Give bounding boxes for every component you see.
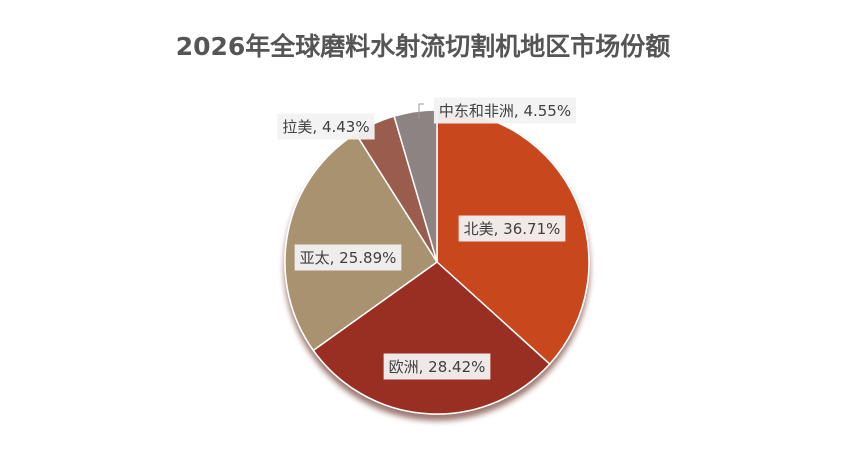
separator: , xyxy=(494,220,504,238)
value-label: 36.71% xyxy=(503,220,560,238)
category-name: 欧洲 xyxy=(389,358,419,376)
label-box xyxy=(433,97,577,124)
label-box xyxy=(383,353,491,380)
value-label: 4.55% xyxy=(523,102,571,120)
separator: , xyxy=(312,118,322,136)
pie-slice xyxy=(312,261,551,415)
labels: 北美, 36.71% 欧洲, 28.42% 亚太, 25.89% 拉美, 4.43% 中… xyxy=(277,97,577,380)
data-label: 北美, 36.71% xyxy=(464,220,561,238)
separator: , xyxy=(419,358,429,376)
data-label: 欧洲, 28.42% xyxy=(389,358,486,376)
data-label: 中东和非洲, 4.55% xyxy=(439,102,571,120)
data-label: 拉美, 4.43% xyxy=(282,118,369,136)
category-name: 中东和非洲 xyxy=(439,102,514,120)
data-label: 亚太, 25.89% xyxy=(300,249,397,267)
value-label: 25.89% xyxy=(339,249,396,267)
chart-title: 2026年全球磨料水射流切割机地区市场份额 xyxy=(176,32,671,61)
separator: , xyxy=(514,102,524,120)
label-box xyxy=(277,113,375,140)
separator: , xyxy=(330,249,340,267)
value-label: 4.43% xyxy=(322,118,370,136)
category-name: 北美 xyxy=(464,220,494,238)
value-label: 28.42% xyxy=(428,358,485,376)
label-box xyxy=(458,215,566,242)
label-box xyxy=(294,244,402,271)
pie-slice xyxy=(284,132,439,352)
category-name: 亚太 xyxy=(300,249,330,267)
leader-line xyxy=(418,103,424,118)
category-name: 拉美 xyxy=(282,118,312,136)
